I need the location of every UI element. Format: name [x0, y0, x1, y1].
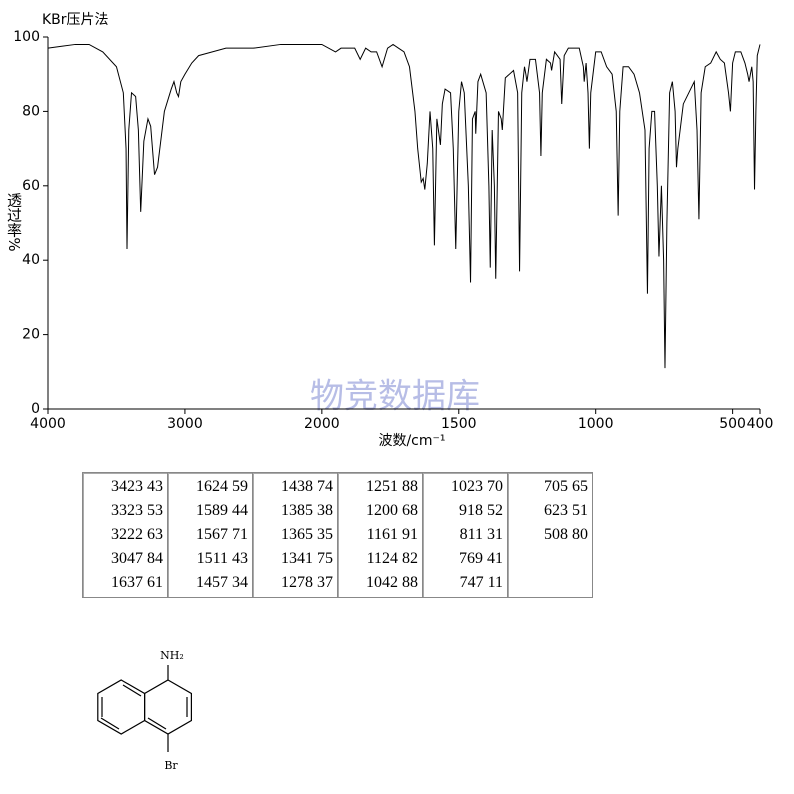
y-tick-label: 60	[22, 178, 40, 194]
table-cell: 3222 63	[111, 526, 163, 543]
table-cell: 1023 70	[451, 478, 503, 495]
table-column: 1251 88 1200 68 1161 91 1124 82 1042 88	[337, 472, 423, 598]
table-cell: 1589 44	[196, 502, 248, 519]
table-cell: 1365 35	[281, 526, 333, 543]
y-tick-label: 20	[22, 327, 40, 343]
chart: KBr压片法 物竞数据库 波数/cm⁻¹ 透过率% 0 20 40 60 80 100 40…	[5, 12, 774, 449]
y-tick-label: 40	[22, 252, 40, 268]
table-cell: 3047 84	[111, 550, 163, 567]
table-cell: 1042 88	[366, 574, 418, 591]
table-column: 3423 43 3323 53 3222 63 3047 84 1637 61	[82, 472, 168, 598]
table-cell: 1124 82	[366, 550, 418, 567]
watermark: 物竞数据库	[310, 377, 480, 417]
x-tick-label: 1500	[441, 416, 477, 432]
table-cell: 1161 91	[366, 526, 418, 543]
spectrum-line	[47, 43, 761, 369]
table-cell: 1624 59	[196, 478, 248, 495]
table-column: 1438 74 1385 38 1365 35 1341 75 1278 37	[252, 472, 338, 598]
table-cell: 1511 43	[196, 550, 248, 567]
table-column: 705 65 623 51 508 80	[507, 472, 593, 598]
x-tick-label: 400	[747, 416, 774, 432]
table-cell: 3323 53	[111, 502, 163, 519]
table-cell: 918 52	[459, 502, 503, 519]
chart-title: KBr压片法	[42, 12, 109, 28]
x-tick-label: 2000	[304, 416, 340, 432]
y-tick-label: 0	[31, 401, 40, 417]
y-tick-label: 100	[13, 29, 40, 45]
table-cell: 1457 34	[196, 574, 248, 591]
table-cell: 1567 71	[196, 526, 248, 543]
table-cell: 1385 38	[281, 502, 333, 519]
table-cell: 623 51	[544, 502, 588, 519]
table-cell: 1278 37	[281, 574, 333, 591]
amine-label: NH₂	[160, 649, 184, 662]
x-axis-label: 波数/cm⁻¹	[378, 433, 445, 449]
table-cell: 1251 88	[366, 478, 418, 495]
table-cell: 1438 74	[281, 478, 333, 495]
table-column: 1624 59 1589 44 1567 71 1511 43 1457 34	[167, 472, 253, 598]
table-cell: 769 41	[459, 550, 503, 567]
table-cell: 747 11	[459, 574, 503, 591]
bromo-label: Br	[164, 759, 178, 772]
x-tick-label: 500	[719, 416, 746, 432]
x-tick-label: 1000	[578, 416, 614, 432]
table-column: 1023 70 918 52 811 31 769 41 747 11	[422, 472, 508, 598]
table-cell: 3423 43	[111, 478, 163, 495]
x-tick-label: 4000	[30, 416, 66, 432]
table-cell: 1341 75	[281, 550, 333, 567]
x-tick-label: 3000	[167, 416, 203, 432]
table-cell: 1200 68	[366, 502, 418, 519]
table-cell: 1637 61	[111, 574, 163, 591]
naphthalene	[97, 665, 192, 752]
table-cell: 705 65	[544, 478, 588, 495]
y-axis-label: 透过率%	[5, 192, 23, 251]
y-tick-label: 80	[22, 103, 40, 119]
table-cell: 508 80	[544, 526, 588, 543]
peak-table: 3423 43 3323 53 3222 63 3047 84 1637 61 1624 …	[82, 472, 593, 598]
table-cell: 811 31	[459, 526, 503, 543]
